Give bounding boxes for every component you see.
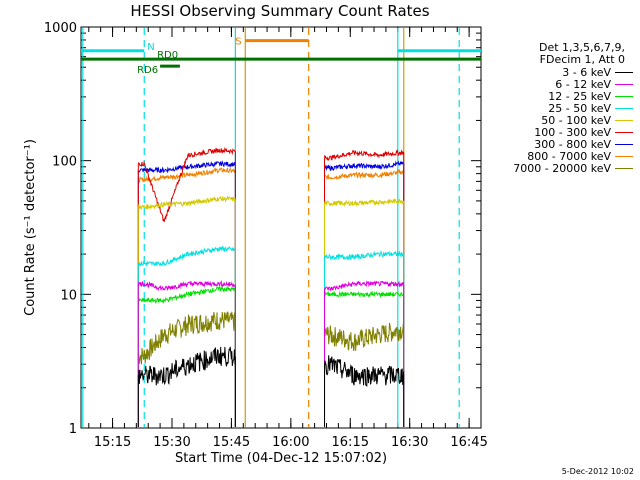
legend-entry-label: 800 - 7000 keV: [527, 149, 611, 163]
x-tick-label: 15:45: [213, 435, 250, 450]
series-line: [324, 290, 405, 299]
flag-label: RD0: [157, 50, 178, 61]
legend-swatch: [615, 131, 633, 133]
flag-label: S: [235, 37, 241, 48]
series-line: [324, 149, 405, 161]
y-tick-label: 100: [52, 155, 77, 170]
series-line: [324, 160, 405, 171]
legend-swatch: [615, 143, 633, 145]
legend-entry: 7000 - 20000 keV: [485, 161, 635, 175]
series-line: [137, 147, 236, 222]
legend-entry: 800 - 7000 keV: [485, 149, 635, 163]
chart-title: HESSI Observing Summary Count Rates: [130, 2, 430, 20]
flag-label: N: [147, 42, 154, 53]
legend-swatch: [615, 155, 633, 157]
x-tick-label: 16:15: [332, 435, 369, 450]
x-tick-label: 16:00: [272, 435, 309, 450]
legend-entry: 50 - 100 keV: [485, 113, 635, 127]
date-stamp: 5-Dec-2012 10:02: [561, 467, 634, 476]
x-axis-label: Start Time (04-Dec-12 15:07:02): [175, 451, 387, 466]
series-line: [137, 311, 236, 365]
legend-entry: 6 - 12 keV: [485, 77, 635, 91]
x-tick-label: 16:30: [391, 435, 428, 450]
legend-entry: 3 - 6 keV: [485, 65, 635, 79]
x-tick-label: 15:15: [94, 435, 131, 450]
legend-entry-label: 12 - 25 keV: [548, 89, 611, 103]
series-line: [137, 279, 236, 292]
series-line: [324, 168, 405, 181]
series-line: [324, 280, 405, 292]
series-line: [138, 245, 236, 268]
legend-swatch: [615, 95, 633, 97]
legend-swatch: [615, 83, 633, 85]
legend-entry-label: 3 - 6 keV: [562, 65, 611, 79]
series-line: [137, 285, 236, 305]
series-line: [137, 160, 236, 174]
x-tick-label: 16:45: [450, 435, 487, 450]
series-line: [324, 198, 405, 208]
legend: Det 1,3,5,6,7,9, FDecim 1, Att 0 3 - 6 k…: [485, 41, 635, 175]
series-line: [137, 346, 236, 386]
flag-label: RD6: [137, 65, 158, 76]
legend-entry: 100 - 300 keV: [485, 125, 635, 139]
legend-entry-label: 7000 - 20000 keV: [513, 161, 611, 175]
plot-frame: [80, 26, 482, 429]
series-line: [324, 355, 405, 387]
series-line: [137, 195, 236, 210]
legend-entry-label: 25 - 50 keV: [548, 101, 611, 115]
legend-swatch: [615, 119, 633, 121]
series-line: [137, 167, 236, 184]
legend-entry-label: 100 - 300 keV: [534, 125, 611, 139]
x-tick-label: 15:30: [153, 435, 190, 450]
legend-swatch: [615, 71, 633, 73]
y-tick-label: 1000: [44, 21, 77, 36]
legend-entry-label: 50 - 100 keV: [541, 113, 611, 127]
legend-entry-label: 6 - 12 keV: [555, 77, 611, 91]
legend-swatch: [615, 167, 633, 169]
y-tick-label: 10: [60, 288, 77, 303]
y-tick-label: 1: [69, 422, 77, 437]
legend-entry: 300 - 800 keV: [485, 137, 635, 151]
series-line: [324, 249, 405, 261]
y-axis-label: Count Rate (s⁻¹ detector⁻¹): [23, 139, 38, 316]
legend-header-line-1: Det 1,3,5,6,7,9,: [538, 41, 625, 54]
legend-swatch: [615, 107, 633, 109]
legend-entry-label: 300 - 800 keV: [534, 137, 611, 151]
legend-header-line-2: FDecim 1, Att 0: [539, 53, 625, 66]
legend-entry: 12 - 25 keV: [485, 89, 635, 103]
series-line: [324, 320, 405, 352]
legend-entry: 25 - 50 keV: [485, 101, 635, 115]
